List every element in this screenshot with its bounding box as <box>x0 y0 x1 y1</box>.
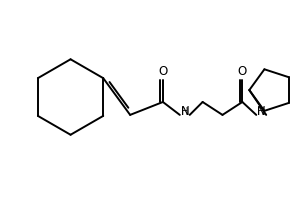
Text: H: H <box>181 107 188 117</box>
Text: N: N <box>257 105 266 118</box>
Text: N: N <box>180 105 189 118</box>
Text: O: O <box>238 65 247 78</box>
Text: O: O <box>158 65 167 78</box>
Text: H: H <box>257 107 265 117</box>
